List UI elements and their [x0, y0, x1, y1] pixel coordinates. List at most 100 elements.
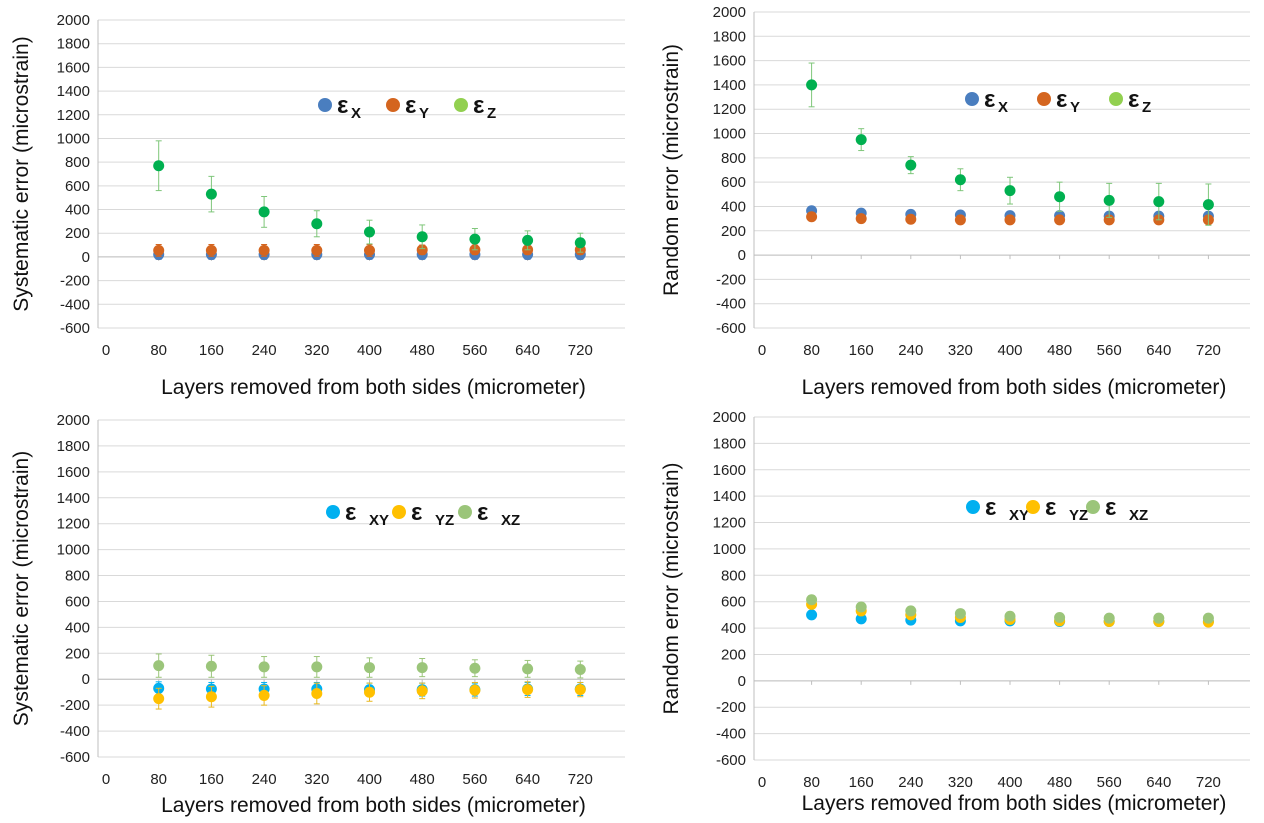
series-3 [153, 140, 586, 253]
legend-subscript: XY [1009, 507, 1029, 524]
y-axis-title: Random error (microstrain) [660, 462, 683, 714]
data-point [522, 234, 534, 246]
y-tick-label: 1400 [713, 77, 746, 94]
y-tick-label: 1600 [713, 462, 746, 479]
y-tick-label: 0 [738, 673, 746, 690]
data-point [1004, 185, 1016, 197]
y-tick-label: 200 [65, 225, 90, 242]
x-tick-label: 160 [199, 771, 224, 788]
y-tick-label: 1200 [57, 516, 90, 533]
y-tick-label: 0 [82, 249, 90, 266]
x-tick-label: 560 [1097, 774, 1122, 791]
legend-symbol: ε [345, 499, 356, 526]
data-point [205, 244, 217, 256]
legend-symbol: ε [1105, 494, 1116, 521]
legend-symbol: ε [405, 92, 416, 119]
legend-subscript: YZ [1069, 507, 1088, 524]
legend-subscript: Z [1142, 99, 1151, 116]
data-point [205, 660, 217, 672]
data-point [954, 608, 966, 620]
chart-panel-3: -600-400-2000200400600800100012001400160… [10, 412, 625, 817]
chart-panel-2: -600-400-2000200400600800100012001400160… [660, 4, 1250, 399]
legend-marker [386, 98, 400, 112]
legend-symbol: ε [477, 499, 488, 526]
legend-marker [458, 505, 472, 519]
x-tick-label: 240 [252, 342, 277, 359]
data-point [574, 684, 586, 696]
legend-subscript: Y [419, 105, 429, 122]
y-tick-label: -600 [60, 320, 90, 337]
legend-marker [1026, 500, 1040, 514]
y-tick-label: 200 [65, 645, 90, 662]
data-point [153, 244, 165, 256]
x-axis-title: Layers removed from both sides (micromet… [161, 794, 586, 817]
y-tick-label: -600 [716, 752, 746, 769]
data-point [806, 609, 818, 621]
x-tick-label: 0 [102, 342, 110, 359]
x-tick-label: 640 [515, 771, 540, 788]
data-point [469, 662, 481, 674]
y-tick-label: 400 [65, 202, 90, 219]
y-tick-label: 1000 [713, 126, 746, 143]
x-tick-label: 240 [898, 342, 923, 359]
x-tick-label: 80 [803, 342, 820, 359]
x-axis-title: Layers removed from both sides (micromet… [802, 792, 1227, 815]
data-point [311, 218, 323, 230]
x-tick-label: 480 [1047, 774, 1072, 791]
data-point [905, 159, 917, 171]
legend-symbol: ε [1128, 86, 1139, 113]
x-tick-label: 400 [357, 771, 382, 788]
data-point [1054, 214, 1066, 226]
data-point [258, 206, 270, 218]
series-3 [806, 594, 1214, 624]
data-point [416, 231, 428, 243]
x-tick-label: 560 [1097, 342, 1122, 359]
y-tick-label: 1000 [713, 541, 746, 558]
data-point [153, 160, 165, 172]
data-point [416, 662, 428, 674]
y-tick-label: 1200 [713, 515, 746, 532]
data-point [416, 244, 428, 256]
data-point [153, 693, 165, 705]
x-tick-label: 720 [568, 771, 593, 788]
x-tick-label: 640 [1146, 342, 1171, 359]
y-tick-label: 1800 [57, 438, 90, 455]
y-tick-label: 1200 [57, 107, 90, 124]
x-tick-label: 560 [462, 342, 487, 359]
legend: ε XY ε YZ ε XZ [966, 494, 1148, 524]
y-tick-label: 800 [721, 150, 746, 167]
y-tick-label: -200 [716, 699, 746, 716]
y-tick-label: -400 [60, 723, 90, 740]
legend-marker [326, 505, 340, 519]
data-point [522, 663, 534, 675]
legend-marker [392, 505, 406, 519]
legend-symbol: ε [1045, 494, 1056, 521]
y-tick-label: 0 [82, 671, 90, 688]
legend-marker [318, 98, 332, 112]
legend-symbol: ε [411, 499, 422, 526]
data-point [855, 213, 867, 225]
x-tick-label: 240 [252, 771, 277, 788]
x-axis-title: Layers removed from both sides (micromet… [802, 376, 1227, 399]
legend-subscript: X [351, 105, 361, 122]
data-point [1004, 214, 1016, 226]
y-tick-label: -200 [716, 271, 746, 288]
x-tick-label: 400 [997, 774, 1022, 791]
data-point [1054, 191, 1066, 203]
data-point [258, 661, 270, 673]
y-tick-label: 1400 [57, 83, 90, 100]
x-tick-label: 480 [1047, 342, 1072, 359]
y-axis-title: Systematic error (microstrain) [10, 451, 33, 726]
y-tick-label: 1000 [57, 542, 90, 559]
y-tick-label: 1800 [713, 28, 746, 45]
data-point [1153, 612, 1165, 624]
x-tick-label: 400 [357, 342, 382, 359]
data-point [258, 689, 270, 701]
y-axis-title: Systematic error (microstrain) [10, 36, 33, 311]
y-tick-label: 400 [65, 619, 90, 636]
data-point [153, 660, 165, 672]
y-tick-label: 800 [65, 568, 90, 585]
y-tick-label: 1200 [713, 101, 746, 118]
